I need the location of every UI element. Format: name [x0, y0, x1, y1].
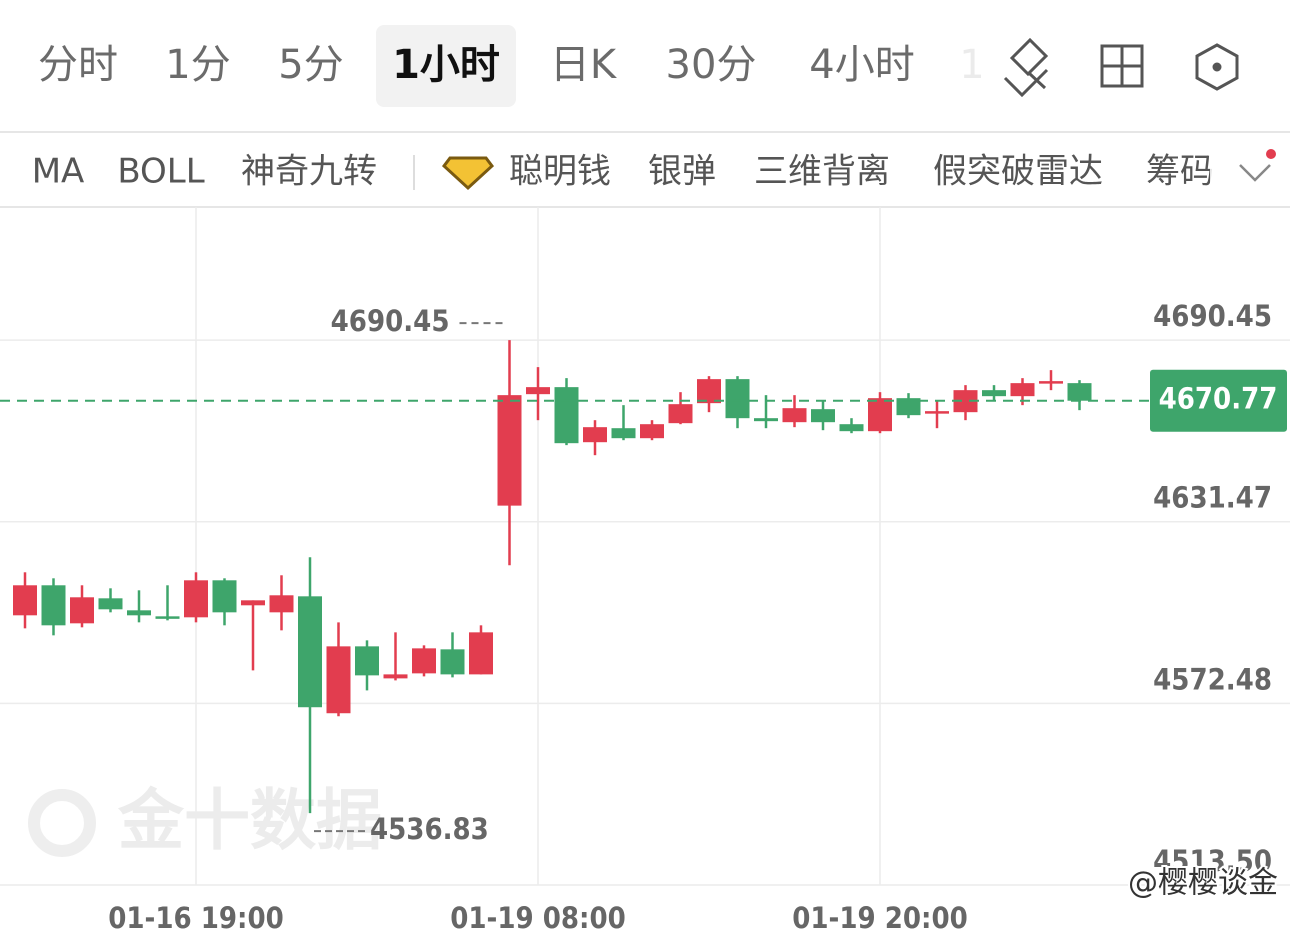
candle-body: [1010, 383, 1035, 397]
candle-body: [982, 390, 1006, 397]
candle-body: [668, 404, 693, 424]
candle-body: [184, 580, 208, 618]
candle-body: [526, 387, 550, 395]
high-label: 4690.45: [331, 304, 450, 338]
candle-body: [383, 674, 408, 679]
candle-body: [355, 646, 379, 676]
tab[interactable]: 分时: [38, 42, 118, 88]
candle-body: [839, 424, 864, 432]
indicator[interactable]: 筹码: [1146, 152, 1214, 192]
expand-icon[interactable]: [1239, 164, 1271, 182]
candle-body: [98, 598, 123, 610]
candle-body: [298, 596, 322, 708]
candle-body: [469, 632, 493, 675]
y-tick-label: 4690.45: [1153, 299, 1272, 333]
active-tab-bg: [376, 25, 516, 107]
tab[interactable]: 4小时: [809, 42, 914, 88]
candle-body: [640, 424, 664, 439]
signature: @樱樱谈金: [1128, 866, 1278, 901]
price-tag-label: 4670.77: [1159, 382, 1278, 416]
x-tick-label: 01-19 20:00: [792, 901, 968, 935]
indicator[interactable]: 三维背离: [754, 152, 890, 192]
fade: [1210, 140, 1290, 206]
indicator[interactable]: BOLL: [117, 152, 204, 192]
draw-icon[interactable]: [1003, 37, 1049, 98]
candle-body: [925, 411, 949, 414]
low-label: 4536.83: [370, 812, 489, 846]
candle-body: [1039, 381, 1063, 384]
candle-body: [1067, 383, 1092, 401]
candle-body: [611, 428, 636, 439]
price-tag: [1150, 369, 1287, 432]
indicator[interactable]: 假突破雷达: [933, 152, 1103, 192]
watermark: 金十数据: [117, 782, 382, 859]
toolbar-icons: [1003, 37, 1239, 98]
x-tick-label: 01-16 19:00: [108, 901, 284, 935]
tab[interactable]: 1分: [165, 42, 230, 88]
settings-icon-dot: [1212, 62, 1222, 72]
candle-body: [440, 649, 465, 675]
candle-body: [13, 585, 37, 616]
candle-body: [41, 585, 66, 626]
candle-body: [782, 408, 807, 423]
candle-body: [811, 409, 835, 423]
candle-body: [70, 597, 94, 624]
indicator[interactable]: 神奇九转: [241, 152, 377, 192]
candle-body: [725, 379, 750, 419]
candle-body: [326, 646, 351, 714]
x-tick-label: 01-19 08:00: [450, 901, 626, 935]
diamond-icon: [441, 156, 495, 191]
candle-body: [583, 427, 607, 443]
y-tick-label: 4572.48: [1153, 662, 1272, 696]
indicator[interactable]: 聪明钱: [509, 152, 611, 192]
candle-body: [754, 418, 778, 422]
candle-body: [697, 379, 721, 404]
candle-body: [127, 610, 151, 616]
tab[interactable]: 5分: [278, 42, 343, 88]
layout-icon-lines: [1102, 46, 1142, 86]
notice-dot: [1266, 149, 1276, 159]
candle-body: [554, 387, 579, 444]
indicator[interactable]: MA: [32, 152, 85, 192]
fade: [962, 20, 992, 115]
candle-body: [155, 616, 180, 619]
candle-body: [212, 580, 237, 613]
candle-body: [868, 398, 892, 432]
candle-body: [497, 395, 522, 506]
tab-active[interactable]: 1小时: [392, 42, 500, 88]
candle-body: [269, 595, 294, 613]
settings-icon[interactable]: [1195, 43, 1239, 91]
tab[interactable]: 30分: [666, 42, 757, 88]
indicator[interactable]: 银弹: [648, 152, 716, 192]
candle-body: [953, 390, 978, 413]
y-tick-label: 4631.47: [1153, 481, 1272, 515]
candle-body: [241, 600, 265, 606]
candle-body: [412, 648, 436, 674]
tab[interactable]: 日K: [550, 42, 618, 88]
y-tick-label: 4513.50: [1153, 844, 1272, 878]
watermark-logo: [28, 789, 96, 857]
candle-body: [896, 398, 921, 416]
